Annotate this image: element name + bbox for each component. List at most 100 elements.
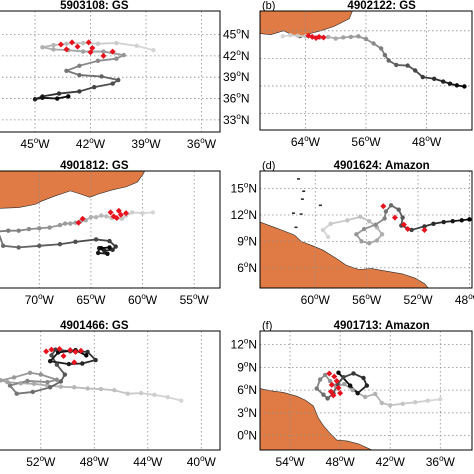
hemisphere-w: W <box>309 135 321 149</box>
hemisphere-n: N <box>241 113 250 127</box>
y-tick-label: 33oN <box>223 112 249 127</box>
track-point <box>99 246 104 251</box>
highlight-point <box>56 345 63 352</box>
x-tick-label: 56oW <box>351 134 381 149</box>
track-segment <box>114 389 128 395</box>
y-tick-label: 6oN <box>237 382 257 397</box>
panel-title: 4901713: Amazon <box>334 320 430 332</box>
track-segment <box>0 234 5 247</box>
track-point <box>138 390 144 396</box>
island <box>299 213 303 215</box>
track-segment <box>13 371 31 379</box>
hemisphere-w: W <box>473 293 474 307</box>
track-point <box>345 218 350 223</box>
track-segment <box>82 359 96 365</box>
x-tick-label: 60oW <box>128 292 158 307</box>
hemisphere-w: W <box>149 137 161 151</box>
track-point <box>371 41 376 46</box>
track-point <box>93 357 98 363</box>
panel-label: (d) <box>262 160 275 172</box>
track-point <box>341 375 346 380</box>
x-tick-value: 56 <box>352 293 366 307</box>
land-mass <box>260 388 372 450</box>
track-point <box>51 42 56 48</box>
track-point <box>5 379 10 385</box>
track-point <box>80 49 86 54</box>
track-point <box>107 238 112 244</box>
track-point <box>325 396 330 401</box>
degree-mark: o <box>244 359 249 368</box>
plot-area <box>260 171 472 288</box>
degree-mark: o <box>304 134 309 143</box>
degree-mark: o <box>236 69 241 78</box>
track-point <box>38 372 43 377</box>
highlight-point <box>75 219 82 226</box>
track-segment <box>3 244 19 249</box>
hemisphere-n: N <box>248 383 257 397</box>
track-point <box>151 47 156 53</box>
highlight-point <box>117 211 124 218</box>
track-point <box>16 245 21 250</box>
track-segment <box>94 82 113 89</box>
degree-mark: o <box>90 292 95 301</box>
hemisphere-w: W <box>94 137 106 151</box>
track-segment <box>79 86 95 93</box>
track-point <box>362 394 368 400</box>
hemisphere-n: N <box>248 208 257 222</box>
x-tick-label: 48oW <box>326 454 356 469</box>
x-tick-label: 39oW <box>131 136 161 151</box>
highlight-point <box>69 39 75 46</box>
track-point <box>354 232 359 237</box>
track-point <box>53 347 58 352</box>
hemisphere-w: W <box>44 455 56 469</box>
track-segment <box>140 392 155 396</box>
hemisphere-n: N <box>248 234 257 248</box>
highlight-point <box>110 213 117 220</box>
x-tick-value: 44 <box>133 455 147 469</box>
track-point <box>441 79 446 84</box>
track-point <box>288 33 293 38</box>
track-point <box>364 383 370 388</box>
degree-mark: o <box>244 233 249 242</box>
island <box>291 212 295 215</box>
hemisphere-w: W <box>43 293 55 307</box>
degree-mark: o <box>314 292 319 301</box>
track-point <box>420 74 425 80</box>
island <box>300 198 304 200</box>
track-point <box>347 383 353 388</box>
track-point <box>317 377 323 382</box>
track-point <box>73 239 78 245</box>
degree-mark: o <box>439 454 444 463</box>
track-point <box>350 387 355 393</box>
highlight-point <box>335 384 342 391</box>
track-point <box>31 381 37 387</box>
track-point <box>361 226 367 232</box>
degree-mark: o <box>417 292 422 301</box>
track-point <box>101 49 106 54</box>
highlight-point <box>63 46 70 53</box>
track-point <box>361 375 366 381</box>
degree-mark: o <box>244 382 249 391</box>
track-segment <box>75 238 97 243</box>
track-point <box>112 388 117 393</box>
y-tick-value: 39 <box>223 70 237 84</box>
panel-d-4901624: 60oW56oW52oW48oW6oN9oN12oN15oN4901624: A… <box>231 160 474 307</box>
track-point <box>320 227 326 233</box>
x-tick-label: 52oW <box>26 454 56 469</box>
plot-area <box>0 171 195 288</box>
track-point <box>405 63 410 68</box>
hemisphere-w: W <box>393 455 405 469</box>
hemisphere-n: N <box>241 49 250 63</box>
hemisphere-w: W <box>205 455 217 469</box>
track-segment <box>59 240 76 246</box>
track-point <box>66 94 71 99</box>
x-tick-label: 45oW <box>20 136 50 151</box>
track-point <box>382 216 387 221</box>
track-point <box>99 213 104 218</box>
highlight-point <box>79 215 86 222</box>
highlight-point <box>87 49 94 56</box>
x-tick-value: 65 <box>76 293 90 307</box>
degree-mark: o <box>236 26 241 35</box>
island <box>302 190 306 193</box>
x-tick-label: 48oW <box>412 134 442 149</box>
